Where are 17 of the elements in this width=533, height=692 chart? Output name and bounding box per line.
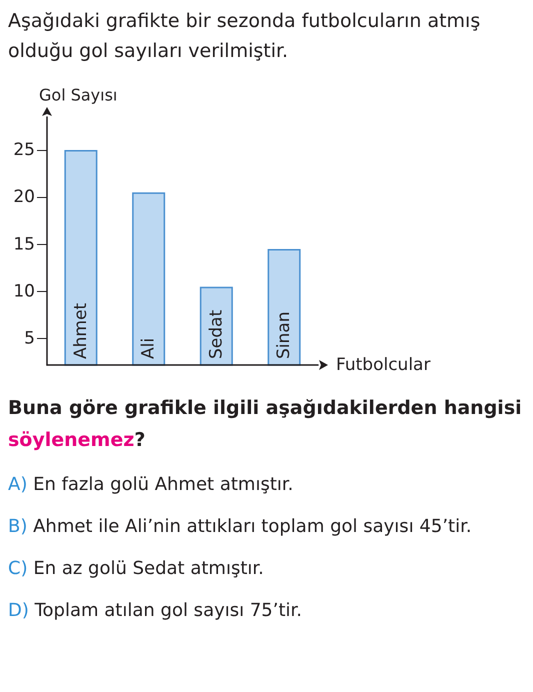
x-tick-label: Sinan [274, 312, 294, 359]
text: D) Toplam atılan gol sayısı 75’tir. [8, 599, 304, 623]
y-tick-label: 20 [13, 187, 35, 208]
y-tick-label: 15 [13, 234, 35, 254]
x-tick-label: Ahmet [70, 302, 91, 359]
text: B) Ahmet ile Ali’nin attıkları toplam gol sayısı 45’tir. [8, 515, 473, 539]
chart-title: Aşağıdaki grafikte bir sezonda futbolcuların atmış olduğu gol sayıları verilmiştir. [8, 9, 482, 64]
y-tick-label: 10 [13, 281, 35, 302]
text: C) En az golü Sedat atmıştır. [8, 557, 265, 581]
text: A) En fazla golü Ahmet atmıştır. [8, 473, 294, 497]
y-axis-title: Gol Sayısı [39, 86, 118, 104]
y-tick-label: 5 [24, 328, 35, 349]
x-tick-label: Ali [138, 338, 159, 359]
text: Buna göre grafikle ilgili aşağıdakilerden hangisi söylenemez? [8, 396, 523, 453]
x-axis-title: Futbolcular [336, 355, 430, 375]
x-tick-label: Sedat [206, 310, 226, 359]
y-tick-label: 25 [13, 140, 35, 160]
